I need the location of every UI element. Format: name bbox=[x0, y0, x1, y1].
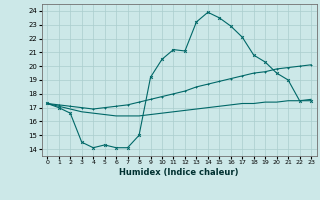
X-axis label: Humidex (Indice chaleur): Humidex (Indice chaleur) bbox=[119, 168, 239, 177]
